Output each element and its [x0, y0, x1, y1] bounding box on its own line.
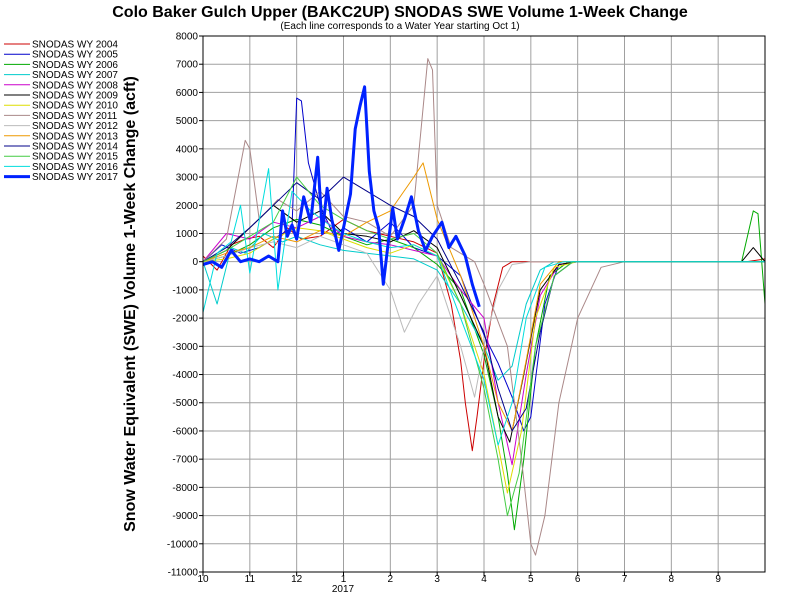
plot-frame: [202, 35, 766, 573]
y-tick-label: -4000: [172, 370, 198, 381]
legend-entry: SNODAS WY 2009: [32, 91, 118, 102]
y-tick-label: -5000: [172, 398, 198, 409]
x-ticks: 10 11 12 1 2 3 4 5 6 7 8 9: [197, 572, 721, 585]
legend-entry: SNODAS WY 2014: [32, 142, 118, 153]
x-tick-label: 4: [481, 574, 487, 585]
x-tick-label: 9: [715, 574, 721, 585]
series-line: [202, 176, 765, 432]
x-tick-label: 8: [669, 574, 675, 585]
y-tick-label: -11000: [168, 568, 199, 579]
series-line: [202, 176, 765, 517]
series-line: [202, 204, 766, 443]
series-lines: [202, 58, 766, 556]
x-tick-label: 5: [528, 574, 534, 585]
y-tick-label: -1000: [172, 285, 198, 296]
legend-entry: SNODAS WY 2007: [32, 70, 118, 81]
legend-entry: SNODAS WY 2016: [32, 162, 118, 173]
y-axis-label: Snow Water Equivalent (SWE) Volume 1-Wee…: [122, 76, 139, 532]
series-line: [202, 85, 481, 308]
y-tick-label: 4000: [176, 144, 199, 155]
x-tick-label: 1: [341, 574, 347, 585]
x-tick-label: 12: [291, 574, 303, 585]
legend-entry: SNODAS WY 2015: [32, 152, 118, 163]
legend-entry: SNODAS WY 2006: [32, 60, 118, 71]
y-ticks: 8000 7000 6000 5000 4000 3000 2000 1000 0 -1000 -2…: [167, 32, 203, 579]
x-tick-label: 2: [388, 574, 394, 585]
chart-subtitle: (Each line corresponds to a Water Year s…: [280, 21, 519, 32]
y-tick-label: -9000: [172, 511, 198, 522]
series-line: [202, 162, 765, 432]
legend-entry: SNODAS WY 2017: [32, 172, 118, 183]
legend-entry: SNODAS WY 2013: [32, 131, 118, 142]
x-tick-label: 7: [622, 574, 628, 585]
chart-title: Colo Baker Gulch Upper (BAKC2UP) SNODAS …: [112, 4, 688, 21]
y-tick-label: 2000: [176, 201, 199, 212]
series-line: [202, 168, 765, 446]
y-tick-label: 7000: [176, 60, 199, 71]
legend-entry: SNODAS WY 2012: [32, 121, 118, 132]
x-tick-label: 11: [245, 574, 256, 585]
series-line: [202, 235, 765, 398]
y-tick-label: 0: [192, 257, 198, 268]
y-tick-label: -6000: [172, 426, 198, 437]
x-tick-label: 10: [197, 574, 209, 585]
y-tick-label: -2000: [172, 314, 198, 325]
y-tick-label: 6000: [176, 88, 199, 99]
legend-entry: SNODAS WY 2010: [32, 101, 118, 112]
legend-entry: SNODAS WY 2004: [32, 40, 118, 51]
series-line: [202, 216, 765, 466]
grid: [202, 35, 765, 573]
y-tick-label: 1000: [176, 229, 199, 240]
y-tick-label: -8000: [172, 483, 198, 494]
x-sub-label: 2017: [332, 584, 355, 595]
x-tick-label: 3: [434, 574, 440, 585]
y-tick-label: -3000: [172, 342, 198, 353]
y-tick-label: 3000: [176, 173, 199, 184]
legend-entry: SNODAS WY 2005: [32, 50, 118, 61]
y-tick-label: -7000: [172, 455, 198, 466]
y-tick-label: -10000: [167, 539, 199, 550]
y-tick-label: 5000: [176, 116, 199, 127]
x-tick-label: 6: [575, 574, 581, 585]
legend-entry: SNODAS WY 2011: [32, 111, 118, 122]
legend-entry: SNODAS WY 2008: [32, 80, 118, 91]
y-tick-label: 8000: [176, 32, 199, 43]
